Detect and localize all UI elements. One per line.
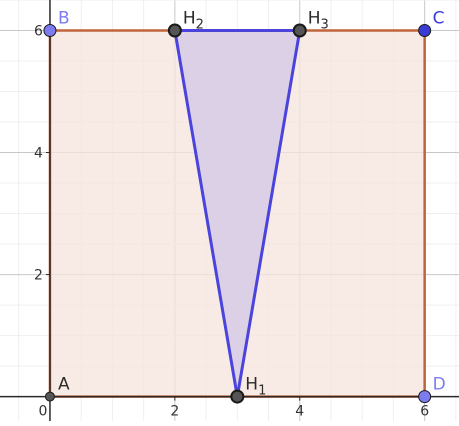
point-d-label: D [433, 375, 446, 395]
point-h1-marker[interactable] [230, 389, 245, 404]
point-a[interactable]: A [44, 375, 70, 402]
point-b[interactable]: B [43, 9, 70, 38]
point-c[interactable]: C [418, 9, 445, 38]
point-d[interactable]: D [418, 375, 446, 404]
point-b-label: B [58, 9, 70, 29]
point-a-marker[interactable] [44, 391, 55, 402]
triangle-h1h2h3[interactable] [173, 29, 302, 399]
tick-labels: 0 2 4 6 2 4 6 [34, 24, 429, 420]
y-tick-label: 2 [34, 268, 43, 284]
x-tick-label: 4 [295, 404, 304, 420]
point-c-marker[interactable] [418, 24, 432, 38]
x-tick-label: 2 [170, 404, 179, 420]
point-h3-label: H3 [308, 9, 329, 33]
y-tick-label: 4 [34, 146, 43, 162]
shapes [48, 29, 426, 399]
point-h2-marker[interactable] [167, 23, 182, 38]
point-d-marker[interactable] [418, 390, 432, 404]
point-b-marker[interactable] [43, 24, 57, 38]
point-h2-subscript: 2 [196, 18, 204, 33]
point-h3-marker[interactable] [292, 23, 307, 38]
point-h1-subscript: 1 [258, 384, 266, 399]
point-h3-subscript: 3 [321, 18, 329, 33]
point-a-label: A [58, 375, 70, 395]
x-tick-label: 0 [38, 404, 47, 420]
y-tick-label: 6 [34, 24, 43, 40]
x-tick-label: 6 [420, 404, 429, 420]
point-h2-label: H2 [183, 9, 204, 33]
point-c-label: C [433, 9, 445, 29]
